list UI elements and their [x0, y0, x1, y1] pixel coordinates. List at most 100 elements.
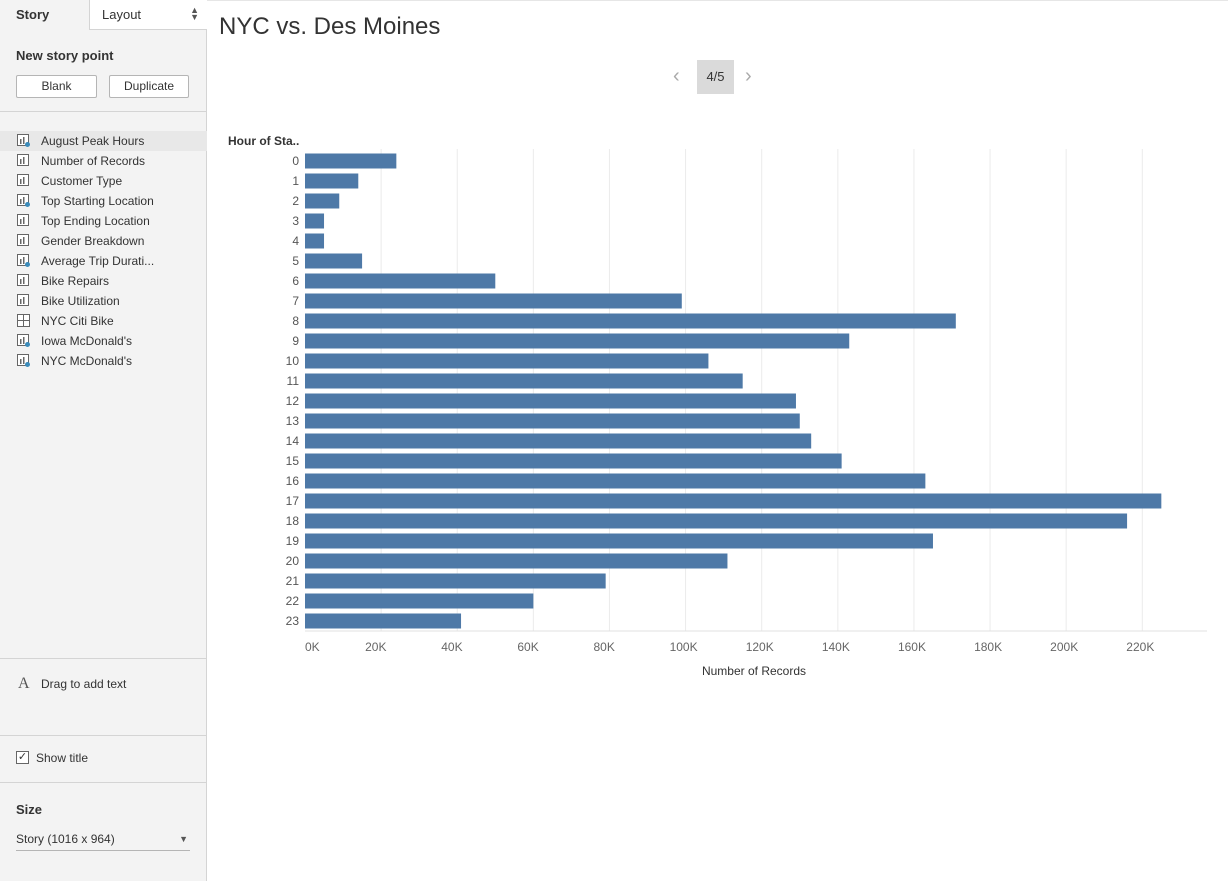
- bar: [305, 333, 850, 349]
- x-tick-label: 120K: [746, 640, 774, 654]
- sheet-icon: [17, 154, 29, 166]
- bar: [305, 253, 363, 269]
- sidebar-item-top-ending-location[interactable]: Top Ending Location: [0, 211, 207, 231]
- bar: [305, 393, 796, 409]
- bar-chart: 0K 20K 40K 60K 80K 100K 120K 140K 160K 180K 200K 22…: [228, 134, 1207, 678]
- drag-text-object[interactable]: A Drag to add text: [18, 675, 126, 693]
- story-title: NYC vs. Des Moines: [219, 13, 441, 40]
- sidebar-item-nyc-mcdonalds[interactable]: NYC McDonald's: [0, 351, 207, 371]
- category-label: 14: [286, 434, 300, 448]
- x-tick-label: 220K: [1126, 640, 1154, 654]
- sidebar-item-label: NYC McDonald's: [41, 354, 132, 368]
- sheet-list: August Peak Hours Number of Records Cust…: [0, 131, 207, 371]
- x-axis-title: Number of Records: [702, 664, 806, 678]
- category-label: 11: [287, 374, 300, 388]
- sheet-icon: [17, 294, 29, 306]
- bar: [305, 493, 1162, 509]
- drag-text-label: Drag to add text: [41, 677, 127, 691]
- category-label: 15: [286, 454, 300, 468]
- bar: [305, 173, 359, 189]
- divider: [0, 111, 207, 112]
- divider: [0, 782, 207, 783]
- bar: [305, 273, 496, 289]
- sidebar-item-label: NYC Citi Bike: [41, 314, 114, 328]
- divider: [0, 735, 207, 736]
- bar: [305, 213, 325, 229]
- category-label: 17: [286, 494, 300, 508]
- chevron-left-icon[interactable]: ‹: [673, 65, 680, 87]
- sidebar-item-customer-type[interactable]: Customer Type: [0, 171, 207, 191]
- category-label: 21: [286, 574, 300, 588]
- sidebar-item-gender-breakdown[interactable]: Gender Breakdown: [0, 231, 207, 251]
- x-tick-label: 60K: [517, 640, 538, 654]
- bar: [305, 533, 933, 549]
- x-tick-label: 180K: [974, 640, 1002, 654]
- bar: [305, 353, 709, 369]
- bar: [305, 473, 926, 489]
- category-label: 3: [292, 214, 299, 228]
- sidebar-item-bike-repairs[interactable]: Bike Repairs: [0, 271, 207, 291]
- sidebar-item-label: Customer Type: [41, 174, 123, 188]
- show-title-checkbox[interactable]: ✓: [16, 751, 29, 764]
- bar: [305, 613, 462, 629]
- category-label: 1: [292, 174, 299, 188]
- sidebar-item-average-trip-duration[interactable]: Average Trip Durati...: [0, 251, 207, 271]
- category-label: 18: [286, 514, 300, 528]
- category-label: 12: [286, 394, 300, 408]
- sidebar-item-bike-utilization[interactable]: Bike Utilization: [0, 291, 207, 311]
- category-label: 7: [292, 294, 299, 308]
- sidebar-item-number-of-records[interactable]: Number of Records: [0, 151, 207, 171]
- category-label: 13: [286, 414, 300, 428]
- bar: [305, 573, 606, 589]
- sidebar-item-label: August Peak Hours: [41, 134, 145, 148]
- sheet-icon: [17, 234, 29, 246]
- x-tick-label: 40K: [441, 640, 462, 654]
- sidebar-item-nyc-citi-bike[interactable]: NYC Citi Bike: [0, 311, 207, 331]
- bar: [305, 293, 682, 309]
- story-canvas: NYC vs. Des Moines ‹ 4/5 › 0K 20K 40K 60K 80…: [207, 0, 1228, 881]
- x-tick-label: 20K: [365, 640, 386, 654]
- caret-down-icon: ▼: [179, 834, 188, 844]
- bar: [305, 513, 1128, 529]
- sidebar-item-label: Number of Records: [41, 154, 146, 168]
- row-header-label: Hour of Sta..: [228, 134, 299, 148]
- x-tick-label: 80K: [593, 640, 614, 654]
- sidebar-item-top-starting-location[interactable]: Top Starting Location: [0, 191, 207, 211]
- size-select-value: Story (1016 x 964): [16, 832, 115, 846]
- text-object-icon: A: [18, 675, 30, 692]
- tab-story[interactable]: Story: [0, 0, 90, 30]
- sidebar-item-label: Top Ending Location: [41, 214, 150, 228]
- sidebar-item-label: Gender Breakdown: [41, 234, 145, 248]
- category-label: 16: [286, 474, 300, 488]
- sidebar-item-iowa-mcdonalds[interactable]: Iowa McDonald's: [0, 331, 207, 351]
- sidebar-item-august-peak-hours[interactable]: August Peak Hours: [0, 131, 207, 151]
- duplicate-button[interactable]: Duplicate: [109, 75, 189, 98]
- bar: [305, 593, 534, 609]
- tab-layout-label: Layout: [102, 7, 142, 22]
- x-tick-label: 140K: [822, 640, 850, 654]
- blank-button[interactable]: Blank: [16, 75, 97, 98]
- story-point-counter[interactable]: 4/5: [697, 60, 734, 94]
- story-sidebar: Story Layout ▲ ▼ New story point Blank Du…: [0, 0, 207, 881]
- x-tick-label: 100K: [670, 640, 698, 654]
- sidebar-item-label: Iowa McDonald's: [41, 334, 132, 348]
- size-select[interactable]: Story (1016 x 964) ▼: [16, 829, 190, 851]
- sidebar-item-label: Top Starting Location: [41, 194, 154, 208]
- size-heading: Size: [16, 802, 43, 817]
- sidebar-item-label: Average Trip Durati...: [41, 254, 155, 268]
- category-label: 9: [292, 334, 299, 348]
- bar: [305, 313, 956, 329]
- sidebar-item-label: Bike Repairs: [41, 274, 110, 288]
- category-label: 4: [292, 234, 299, 248]
- show-title-label: Show title: [36, 751, 89, 765]
- category-label: 8: [292, 314, 299, 328]
- x-tick-label: 0K: [305, 640, 320, 654]
- tab-layout[interactable]: Layout ▲ ▼: [90, 0, 207, 29]
- updown-arrows-icon: ▲ ▼: [190, 5, 199, 22]
- chevron-right-icon[interactable]: ›: [745, 65, 752, 87]
- category-label: 0: [292, 154, 299, 168]
- sheet-check-icon: [17, 254, 30, 267]
- divider: [0, 658, 207, 659]
- x-tick-label: 160K: [898, 640, 926, 654]
- category-label: 5: [292, 254, 299, 268]
